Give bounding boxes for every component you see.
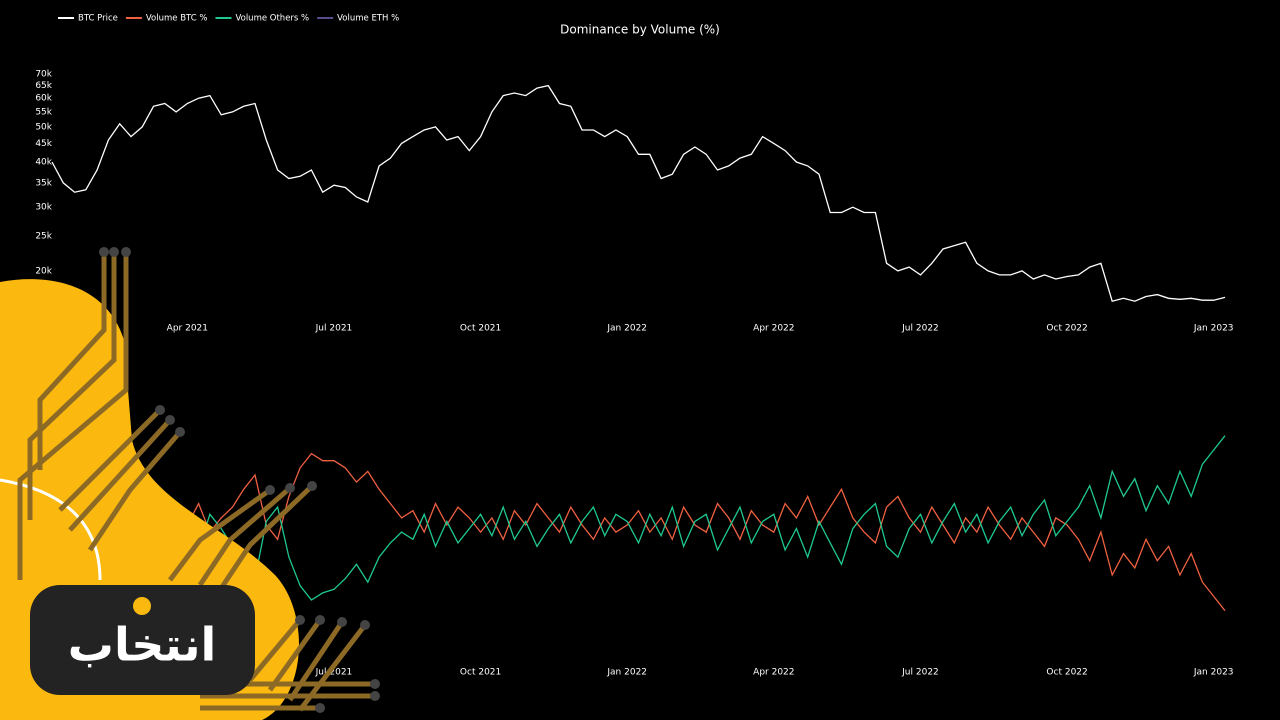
logo-nodes	[99, 247, 380, 713]
x-tick-label: Apr 2022	[753, 668, 794, 678]
y-tick-label: 65k	[35, 81, 52, 91]
x-tick-label: Jan 2023	[1193, 324, 1234, 334]
legend-label: Volume BTC %	[146, 14, 208, 24]
series-line	[51, 84, 1226, 302]
x-tick-label: Oct 2021	[460, 668, 501, 678]
logo: انتخاب	[0, 247, 380, 720]
y-tick-label: 55k	[35, 107, 52, 117]
logo-badge	[30, 585, 255, 695]
legend-label: BTC Price	[78, 14, 118, 24]
y-tick-label: 40k	[35, 157, 52, 167]
x-tick-label: Apr 2022	[753, 324, 794, 334]
series-line	[51, 452, 1226, 612]
x-tick-label: Jul 2022	[901, 324, 939, 334]
x-tick-label: Jan 2023	[1193, 668, 1234, 678]
logo-circuit	[17, 252, 375, 712]
x-tick-label: Jan 2022	[606, 668, 647, 678]
watermark: انتخاب	[68, 618, 216, 672]
legend-label: Volume ETH %	[337, 14, 399, 24]
y-tick-label: 20k	[35, 266, 52, 276]
x-tick-label: Jul 2021	[315, 668, 353, 678]
legend-label: Volume Others %	[235, 14, 309, 24]
y-tick-label: 45k	[35, 139, 52, 149]
y-tick-label: 25k	[35, 231, 52, 241]
logo-coin	[133, 597, 151, 615]
x-tick-label: Apr 2021	[167, 324, 208, 334]
y-tick-label: 35k	[35, 178, 52, 188]
y-tick-label: 50k	[35, 122, 52, 132]
x-tick-label: Jul 2022	[901, 668, 939, 678]
x-tick-label: Jan 2022	[606, 324, 647, 334]
x-tick-label: Oct 2022	[1046, 324, 1087, 334]
x-tick-label: Jul 2021	[315, 324, 353, 334]
y-tick-label: 60k	[35, 94, 52, 104]
x-tick-label: Oct 2022	[1046, 668, 1087, 678]
x-tick-label: Oct 2021	[460, 324, 501, 334]
chart-title: Dominance by Volume (%)	[560, 23, 720, 37]
y-tick-label: 30k	[35, 203, 52, 213]
y-tick-label: 70k	[35, 69, 52, 79]
